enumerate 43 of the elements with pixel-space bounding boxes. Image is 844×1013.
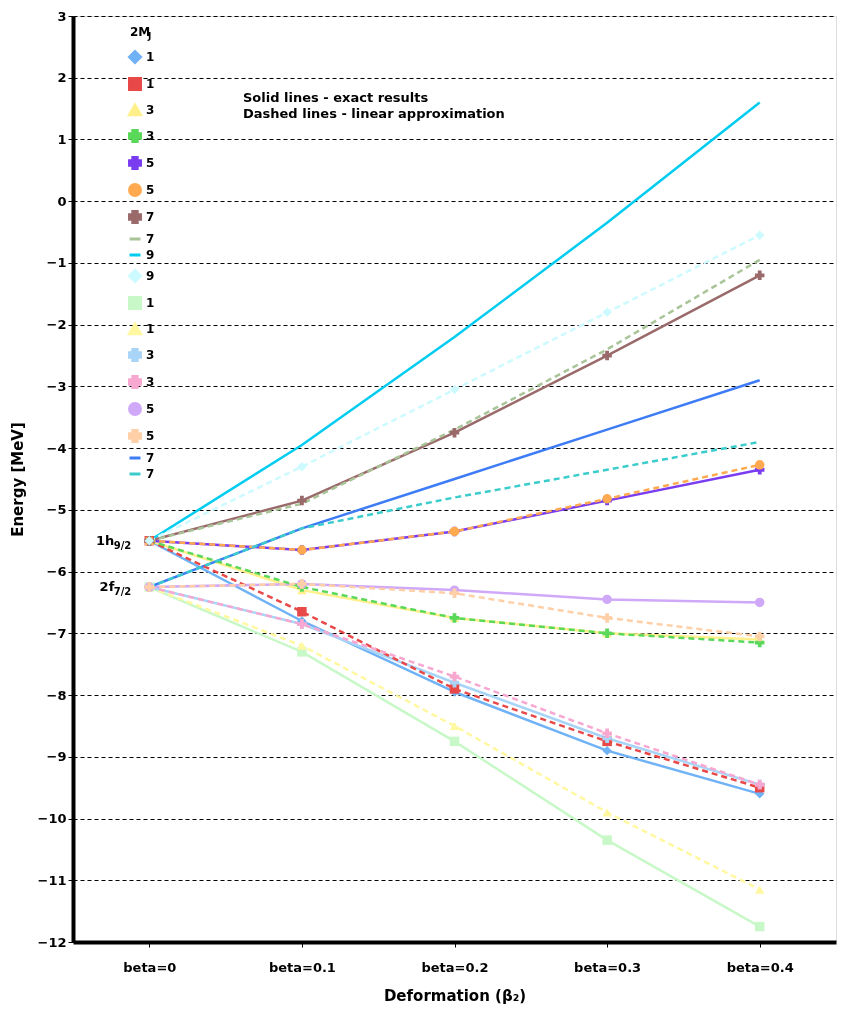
- legend-label: 3: [146, 375, 155, 389]
- y-tick-label: −11: [37, 872, 67, 888]
- annotation: Solid lines - exact results: [243, 90, 429, 105]
- legend-label: 3: [146, 348, 155, 362]
- legend-label: 7: [146, 232, 155, 246]
- legend-label: 7: [146, 210, 155, 224]
- legend-label: 9: [146, 248, 155, 262]
- y-tick-label: 0: [57, 193, 67, 209]
- y-tick-label: −12: [37, 934, 67, 950]
- y-tick-label: −1: [46, 255, 67, 271]
- legend-label: 5: [146, 183, 155, 197]
- y-tick-label: −4: [46, 440, 67, 456]
- legend-label: 5: [146, 156, 155, 170]
- legend-label: 9: [146, 269, 155, 283]
- y-tick-label: −9: [46, 749, 67, 765]
- legend-label: 1: [146, 50, 155, 64]
- y-tick-label: −8: [46, 687, 67, 703]
- legend-label: 3: [146, 129, 155, 143]
- y-tick-label: −3: [46, 378, 67, 394]
- legend-label: 1: [146, 322, 155, 336]
- y-tick-label: −6: [46, 564, 67, 580]
- x-tick-label: beta=0.3: [574, 959, 642, 975]
- y-tick-label: −7: [46, 625, 67, 641]
- x-tick-label: beta=0: [123, 959, 177, 975]
- x-axis-title: Deformation (β₂): [383, 986, 527, 1005]
- legend-label: 5: [146, 429, 155, 443]
- y-tick-label: 2: [57, 70, 67, 86]
- legend-label: 5: [146, 402, 155, 416]
- y-tick-label: −10: [37, 811, 67, 827]
- legend-label: 7: [146, 451, 155, 465]
- legend-label: 3: [146, 103, 155, 117]
- x-tick-label: beta=0.2: [421, 959, 489, 975]
- x-tick-label: beta=0.4: [726, 959, 794, 975]
- y-tick-label: −2: [46, 317, 67, 333]
- y-axis-title: Energy [MeV]: [8, 422, 27, 537]
- legend-label: 7: [146, 467, 155, 481]
- annotation: Dashed lines - linear approximation: [243, 106, 505, 121]
- x-tick-label: beta=0.1: [268, 959, 336, 975]
- y-tick-label: −5: [46, 502, 67, 518]
- legend-label: 1: [146, 296, 155, 310]
- y-tick-label: 3: [57, 8, 67, 24]
- legend-label: 1: [146, 77, 155, 91]
- y-tick-label: 1: [57, 131, 67, 147]
